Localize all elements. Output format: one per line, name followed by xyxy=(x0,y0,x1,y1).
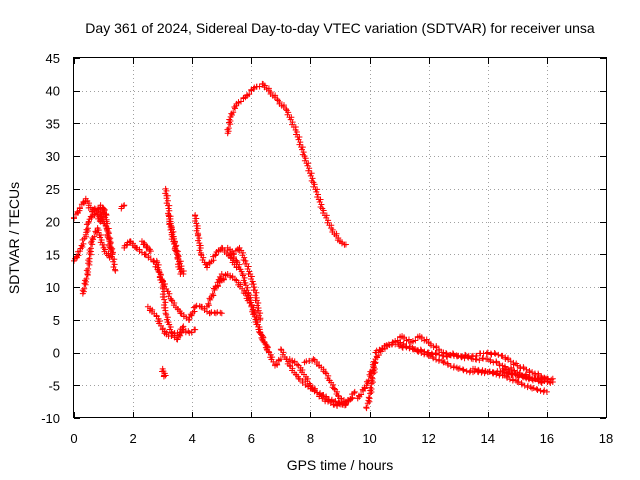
y-tick-label: -5 xyxy=(48,378,60,393)
series-track-22 xyxy=(499,365,556,386)
y-axis-label: SDTVAR / TECUs xyxy=(6,182,22,294)
data-markers xyxy=(70,80,556,412)
x-tick-label: 16 xyxy=(540,431,554,446)
data-point xyxy=(218,310,225,317)
y-tick-label: 20 xyxy=(46,215,60,230)
plot-frame xyxy=(73,57,607,418)
chart-title: Day 361 of 2024, Sidereal Day-to-day VTE… xyxy=(85,20,595,36)
marker-trail xyxy=(224,80,348,248)
data-point xyxy=(484,349,491,356)
marker-trail xyxy=(121,238,224,323)
y-tick-label: 30 xyxy=(46,149,60,164)
data-point xyxy=(168,297,175,304)
x-tick-label: 6 xyxy=(248,431,255,446)
data-point xyxy=(251,284,258,291)
marker-trail xyxy=(191,213,240,270)
series-track-25 xyxy=(138,238,154,255)
series-track-16 xyxy=(301,356,349,405)
marker-trail xyxy=(159,368,168,380)
marker-trail xyxy=(118,202,127,210)
data-point xyxy=(204,264,210,271)
series-track-24 xyxy=(118,202,128,212)
series-track-27 xyxy=(212,271,225,291)
y-tick-label: 15 xyxy=(46,247,60,262)
x-tick-label: 10 xyxy=(362,431,376,446)
marker-trail xyxy=(140,239,153,254)
y-tick-label: 5 xyxy=(53,313,60,328)
x-tick-label: 2 xyxy=(129,431,136,446)
marker-trail xyxy=(500,366,554,386)
data-point xyxy=(180,323,187,330)
marker-trail xyxy=(399,343,548,382)
y-tick-label: 45 xyxy=(46,51,60,66)
series-track-20 xyxy=(396,343,550,382)
marker-trail xyxy=(79,227,112,295)
y-tick-label: 35 xyxy=(46,116,60,131)
series-track-6 xyxy=(153,257,187,343)
series-track-15 xyxy=(286,356,355,409)
data-point xyxy=(331,385,338,392)
x-tick-label: 0 xyxy=(70,431,77,446)
x-tick-label: 8 xyxy=(307,431,314,446)
x-tick-label: 12 xyxy=(421,431,435,446)
series-track-9 xyxy=(191,212,240,271)
y-tick-label: 40 xyxy=(46,84,60,99)
marker-trail xyxy=(95,207,118,273)
marker-trail xyxy=(224,246,264,322)
tick-labels: 0 2 4 6 8 10 12 14 16 18 -10 -5 0 5 10 15 20 25 30 35 40 45 xyxy=(41,51,613,446)
marker-trail xyxy=(162,187,187,275)
y-tick-label: 25 xyxy=(46,182,60,197)
y-tick-label: -10 xyxy=(41,411,60,426)
y-tick-label: 0 xyxy=(53,346,60,361)
data-point xyxy=(348,395,355,402)
series-track-7 xyxy=(159,365,169,380)
x-tick-label: 4 xyxy=(189,431,196,446)
data-point xyxy=(212,310,219,317)
data-point xyxy=(396,343,403,349)
series-track-5 xyxy=(144,303,199,340)
x-tick-label: 14 xyxy=(481,431,495,446)
marker-trail xyxy=(154,259,186,343)
series-track-3 xyxy=(79,225,113,297)
marker-trail xyxy=(363,360,379,411)
series-track-12 xyxy=(224,244,264,323)
series-track-23 xyxy=(94,205,119,274)
marker-trail xyxy=(166,213,185,275)
y-tick-label: 10 xyxy=(46,280,60,295)
series-track-26 xyxy=(165,212,185,277)
x-tick-label: 18 xyxy=(599,431,613,446)
x-axis-label: GPS time / hours xyxy=(287,457,394,473)
series-track-13 xyxy=(224,80,349,248)
marker-trail xyxy=(303,357,347,405)
series-track-4 xyxy=(121,238,225,323)
marker-trail xyxy=(212,273,224,290)
